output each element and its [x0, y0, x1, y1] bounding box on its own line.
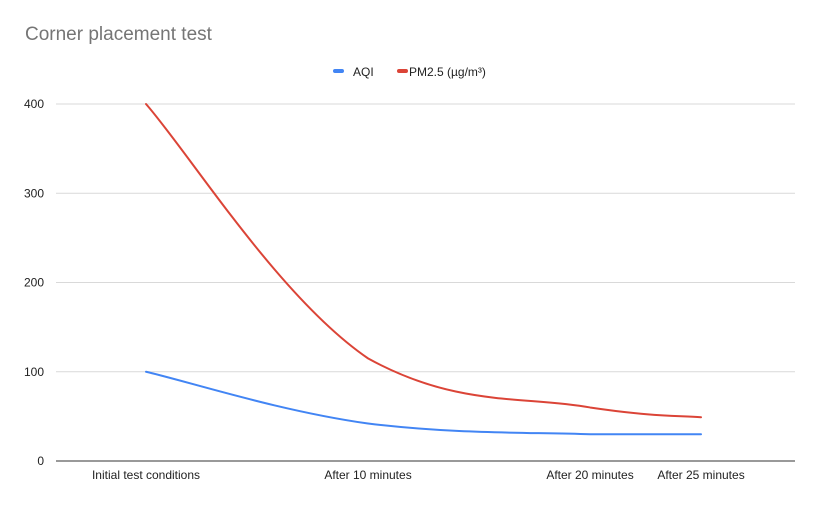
- series-line-1: [145, 103, 702, 419]
- x-tick-label: After 25 minutes: [657, 468, 744, 482]
- legend-label: AQI: [353, 65, 374, 79]
- series-line-0: [145, 370, 702, 436]
- x-axis-ticks: Initial test conditions After 10 minutes A…: [92, 468, 745, 482]
- x-tick-label: After 20 minutes: [546, 468, 633, 482]
- chart-title: Corner placement test: [25, 24, 212, 45]
- data-point: [367, 357, 369, 359]
- legend: AQI PM2.5 (µg/m³): [333, 65, 486, 79]
- data-point: [700, 433, 702, 435]
- y-tick-label: 300: [24, 186, 44, 200]
- legend-label: PM2.5 (µg/m³): [409, 65, 486, 79]
- data-point: [589, 433, 591, 435]
- data-point: [145, 371, 147, 373]
- data-point: [700, 416, 702, 418]
- y-axis-ticks: 0 100 200 300 400: [24, 97, 44, 468]
- y-tick-label: 400: [24, 97, 44, 111]
- data-point: [367, 423, 369, 425]
- y-tick-label: 200: [24, 276, 44, 290]
- legend-swatch: [397, 69, 408, 73]
- gridlines: [56, 103, 795, 462]
- data-point: [145, 103, 147, 105]
- y-tick-label: 0: [37, 454, 44, 468]
- y-tick-label: 100: [24, 365, 44, 379]
- x-tick-label: Initial test conditions: [92, 468, 200, 482]
- data-point: [589, 406, 591, 408]
- x-tick-label: After 10 minutes: [324, 468, 411, 482]
- series-lines: [145, 103, 702, 436]
- legend-swatch: [333, 69, 344, 73]
